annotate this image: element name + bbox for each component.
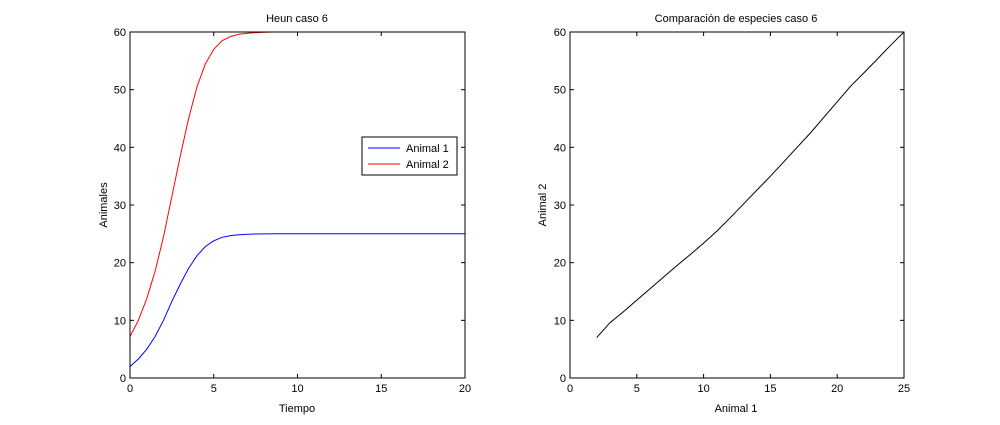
legend-label: Animal 2 — [406, 159, 449, 171]
x-tick-label: 25 — [898, 383, 910, 395]
x-tick-label: 15 — [764, 383, 776, 395]
plot-title: Comparación de especies caso 6 — [655, 13, 818, 25]
y-tick-label: 40 — [554, 142, 566, 154]
axes-box — [129, 31, 466, 379]
y-tick-label: 20 — [114, 258, 126, 270]
x-axis-label: Tiempo — [279, 403, 315, 415]
y-tick-label: 60 — [114, 27, 126, 39]
x-tick-label: 0 — [567, 383, 573, 395]
species-comparison-plot: Comparación de especies caso 6 Animal 1 … — [537, 13, 910, 415]
heun-plot: Heun caso 6 Tiempo Animales 0 5 10 15 20 0 10 2… — [98, 13, 471, 415]
series-line-1 — [129, 233, 465, 367]
y-tick-label: 50 — [114, 85, 126, 97]
x-tick-label: 5 — [634, 383, 640, 395]
legend-label: Animal 1 — [406, 143, 449, 155]
y-tick-label: 50 — [554, 85, 566, 97]
y-tick-label: 30 — [554, 200, 566, 212]
plot-title: Heun caso 6 — [266, 13, 328, 25]
y-tick-label: 30 — [114, 200, 126, 212]
y-tick-label: 0 — [560, 373, 566, 385]
y-tick-label: 60 — [554, 27, 566, 39]
y-axis-label: Animal 2 — [537, 184, 549, 227]
y-tick-label: 10 — [114, 315, 126, 327]
x-tick-label: 20 — [459, 383, 471, 395]
legend-box — [361, 136, 458, 176]
y-tick-label: 20 — [554, 258, 566, 270]
y-tick-label: 10 — [554, 315, 566, 327]
y-axis-label: Animales — [98, 182, 110, 228]
x-tick-label: 0 — [127, 383, 133, 395]
axes-box — [569, 31, 905, 379]
x-tick-label: 5 — [211, 383, 217, 395]
x-tick-label: 10 — [697, 383, 709, 395]
series-line-2 — [129, 31, 285, 337]
y-tick-label: 0 — [120, 373, 126, 385]
x-tick-label: 20 — [831, 383, 843, 395]
y-tick-label: 40 — [114, 142, 126, 154]
x-axis-label: Animal 1 — [715, 403, 758, 415]
x-tick-label: 10 — [291, 383, 303, 395]
series-line-1 — [596, 31, 905, 338]
x-tick-label: 15 — [375, 383, 387, 395]
legend: Animal 1 Animal 2 — [361, 136, 458, 176]
